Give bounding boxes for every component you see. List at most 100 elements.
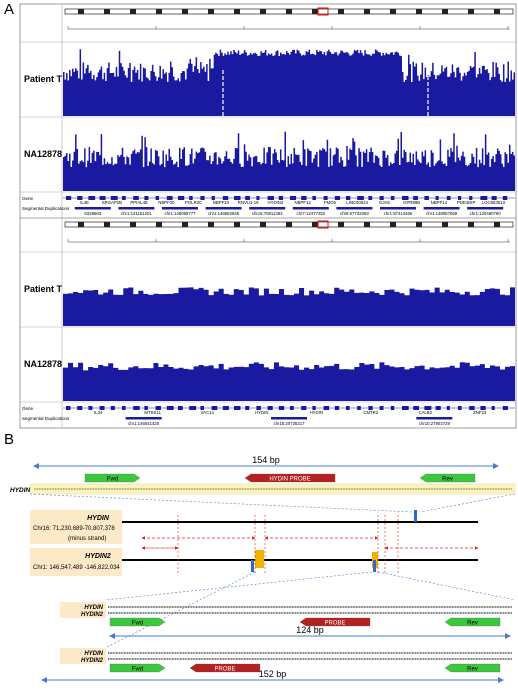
exon bbox=[77, 406, 83, 410]
band bbox=[260, 9, 266, 14]
band bbox=[312, 9, 318, 14]
exon bbox=[435, 406, 441, 410]
band bbox=[416, 9, 422, 14]
panel-frame bbox=[19, 3, 517, 429]
band bbox=[494, 9, 500, 14]
exon bbox=[155, 196, 160, 200]
probe-site bbox=[251, 560, 254, 572]
band bbox=[130, 9, 136, 14]
exon bbox=[99, 406, 105, 410]
track-header: Gene bbox=[22, 406, 34, 411]
gene-label: MTSS1L bbox=[144, 410, 161, 415]
primer bbox=[444, 617, 501, 627]
segdup bbox=[336, 207, 373, 210]
gene-label: ZNF23 bbox=[473, 410, 487, 415]
zoom bbox=[377, 571, 516, 601]
exon bbox=[278, 196, 284, 200]
zoom bbox=[419, 493, 516, 513]
exon bbox=[256, 196, 260, 200]
exon bbox=[502, 196, 508, 200]
segdup bbox=[162, 207, 198, 210]
length-label: 124 bp bbox=[296, 625, 324, 635]
exon bbox=[222, 196, 229, 200]
gene-label: GJA5 bbox=[379, 200, 390, 205]
exon bbox=[234, 406, 241, 410]
exon bbox=[334, 406, 340, 410]
coverage bbox=[63, 362, 515, 401]
zoom bbox=[104, 571, 373, 601]
segdup-label: chr1:148087669 bbox=[426, 211, 458, 216]
exon bbox=[346, 406, 350, 410]
gene-label: HYDIN2 bbox=[81, 612, 104, 618]
primer-label: Rev bbox=[467, 621, 478, 627]
exon bbox=[178, 196, 185, 200]
gene-label: LOC653513 bbox=[482, 200, 506, 205]
band bbox=[338, 222, 344, 227]
exon bbox=[110, 196, 118, 200]
gene-label: IL4E bbox=[80, 200, 89, 205]
exon bbox=[144, 406, 148, 410]
exon bbox=[491, 406, 495, 410]
exon bbox=[234, 196, 241, 200]
exon bbox=[133, 196, 139, 200]
label-box bbox=[60, 648, 106, 664]
label-box bbox=[30, 548, 122, 576]
segdup bbox=[423, 207, 460, 210]
gene-label: VAC14 bbox=[201, 410, 215, 415]
exon bbox=[312, 196, 316, 200]
exon bbox=[301, 406, 307, 410]
exon bbox=[368, 406, 373, 410]
band bbox=[364, 9, 370, 14]
exon bbox=[458, 196, 462, 200]
gene-label: SRGAP2B bbox=[102, 200, 122, 205]
exon bbox=[222, 406, 229, 410]
segdup bbox=[416, 417, 453, 420]
band bbox=[494, 222, 500, 227]
gene-label: HYDIN2 bbox=[267, 200, 283, 205]
exon bbox=[346, 196, 351, 200]
coverage bbox=[63, 131, 515, 191]
locus bbox=[317, 7, 329, 16]
gene-label: HYDIN bbox=[10, 487, 31, 494]
zoom bbox=[104, 571, 256, 649]
primer bbox=[109, 663, 166, 673]
exon bbox=[144, 196, 149, 200]
band bbox=[312, 222, 318, 227]
exon bbox=[211, 196, 215, 200]
segdup-label: chr1:148682845 bbox=[208, 211, 240, 216]
probe-site bbox=[414, 510, 417, 522]
band bbox=[156, 9, 162, 14]
segdup bbox=[249, 207, 286, 210]
coverage bbox=[63, 49, 515, 116]
primer bbox=[109, 617, 166, 627]
segdup-label: chr9:67732093 bbox=[340, 211, 369, 216]
segdup-label: chr16:70811383 bbox=[252, 211, 283, 216]
primer bbox=[84, 473, 141, 483]
primer-label: PROBE bbox=[324, 621, 345, 627]
gene-label: PPIAL4E bbox=[130, 200, 148, 205]
gene-label: HYDIN bbox=[84, 651, 103, 657]
primer bbox=[299, 617, 371, 627]
track-header: Segmental Duplications bbox=[22, 206, 70, 211]
exon bbox=[267, 406, 273, 410]
exon bbox=[77, 196, 83, 200]
band bbox=[104, 9, 110, 14]
band bbox=[468, 222, 474, 227]
primer-label: Rev bbox=[442, 477, 453, 483]
exon bbox=[166, 406, 174, 410]
gene-label: HYDIN2 bbox=[85, 553, 111, 560]
segdup-label: chr10:27903729 bbox=[419, 421, 451, 426]
band bbox=[338, 9, 344, 14]
track-label: NA12878 bbox=[24, 359, 62, 369]
gene-label: HYDIN bbox=[87, 515, 110, 522]
segdup-label: chr1:120480790 bbox=[470, 211, 502, 216]
segdup-label: chr7:12477252 bbox=[296, 211, 325, 216]
exon bbox=[122, 196, 126, 200]
band bbox=[182, 222, 188, 227]
band bbox=[234, 222, 240, 227]
coords: (minus strand) bbox=[68, 536, 106, 542]
primer bbox=[189, 663, 261, 673]
segdup-label: chr1:87414466 bbox=[384, 211, 413, 216]
exon bbox=[390, 196, 395, 200]
exon bbox=[245, 406, 250, 410]
